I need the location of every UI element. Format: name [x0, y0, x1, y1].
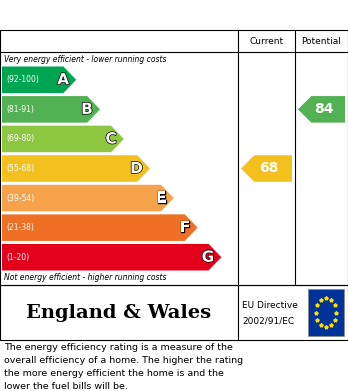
Text: C: C	[105, 131, 117, 146]
Text: (55-68): (55-68)	[6, 164, 34, 173]
Text: Energy Efficiency Rating: Energy Efficiency Rating	[10, 7, 213, 23]
Text: Not energy efficient - higher running costs: Not energy efficient - higher running co…	[4, 273, 166, 282]
Text: Current: Current	[250, 36, 284, 45]
Text: A: A	[57, 72, 69, 87]
Text: F: F	[180, 220, 190, 235]
Text: (69-80): (69-80)	[6, 135, 34, 143]
Text: 68: 68	[260, 161, 279, 176]
Polygon shape	[2, 185, 174, 212]
Text: (81-91): (81-91)	[6, 105, 34, 114]
Text: EU Directive: EU Directive	[242, 301, 298, 310]
Bar	[308, 289, 344, 336]
Text: E: E	[156, 190, 167, 206]
Text: G: G	[202, 250, 214, 265]
Polygon shape	[2, 214, 198, 241]
Text: (1-20): (1-20)	[6, 253, 29, 262]
Text: The energy efficiency rating is a measure of the
overall efficiency of a home. T: The energy efficiency rating is a measur…	[4, 343, 243, 391]
Text: D: D	[130, 161, 143, 176]
Polygon shape	[2, 244, 221, 271]
Text: 84: 84	[314, 102, 334, 117]
Polygon shape	[298, 96, 345, 123]
Polygon shape	[2, 96, 100, 123]
Text: Potential: Potential	[302, 36, 341, 45]
Text: (92-100): (92-100)	[6, 75, 39, 84]
Text: (21-38): (21-38)	[6, 223, 34, 232]
Text: England & Wales: England & Wales	[26, 303, 212, 321]
Polygon shape	[2, 155, 150, 182]
Polygon shape	[241, 155, 292, 182]
Text: B: B	[81, 102, 93, 117]
Text: (39-54): (39-54)	[6, 194, 34, 203]
Text: Very energy efficient - lower running costs: Very energy efficient - lower running co…	[4, 55, 166, 64]
Polygon shape	[2, 126, 124, 152]
Polygon shape	[2, 66, 76, 93]
Text: 2002/91/EC: 2002/91/EC	[242, 316, 294, 325]
